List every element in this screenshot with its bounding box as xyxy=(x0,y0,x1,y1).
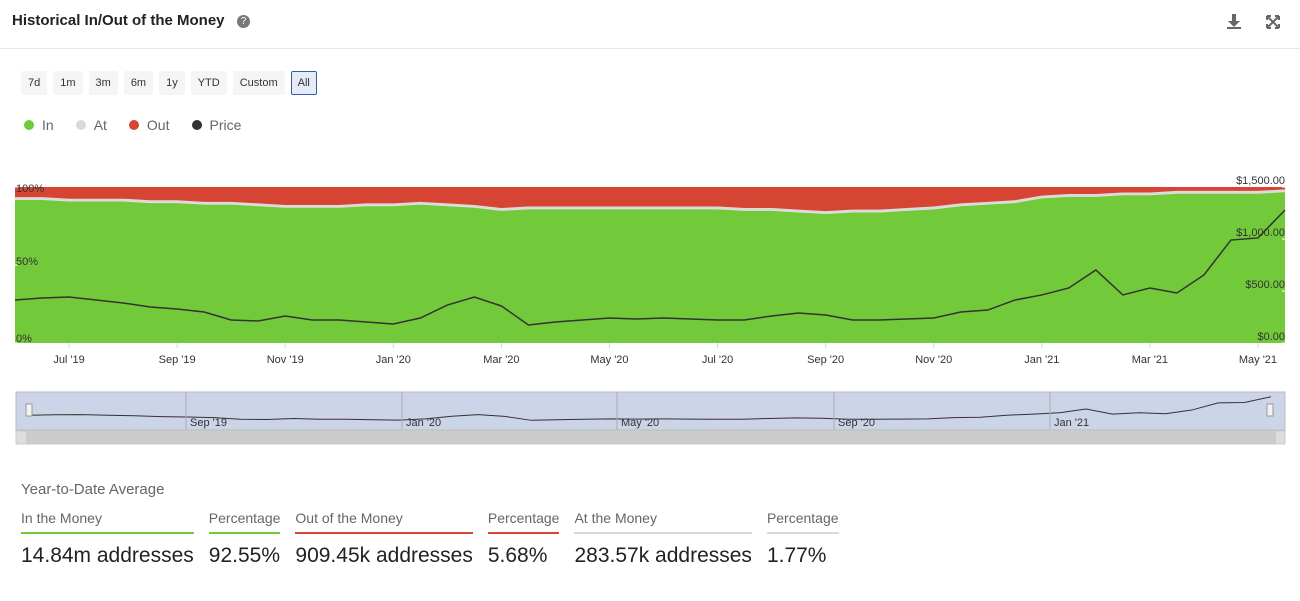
help-icon[interactable]: ? xyxy=(237,15,250,28)
x-tick-label: Jan '21 xyxy=(1024,354,1059,366)
range-button[interactable]: 1y xyxy=(159,71,185,95)
download-icon[interactable] xyxy=(1227,14,1241,29)
summary-header: Percentage xyxy=(766,510,839,534)
y2-tick-label: $1,500.00 xyxy=(1236,175,1285,187)
x-tick-label: Jan '20 xyxy=(376,354,411,366)
area xyxy=(15,191,1285,343)
summary-value: 92.55% xyxy=(208,544,281,567)
range-button[interactable]: 1m xyxy=(53,71,83,95)
legend-label: In xyxy=(42,117,54,133)
divider xyxy=(0,48,1300,49)
summary-column: At the Money 283.57k addresses xyxy=(574,510,752,568)
x-tick-label: Jul '20 xyxy=(702,354,733,366)
scrollbar-thumb[interactable] xyxy=(26,431,1276,444)
legend-label: Price xyxy=(209,117,242,133)
summary-header: Percentage xyxy=(208,510,281,534)
navigator-line xyxy=(28,396,1272,421)
summary-column: Percentage 1.77% xyxy=(766,510,839,568)
navigator-handle xyxy=(1266,403,1274,417)
x-tick-label: Mar '20 xyxy=(483,354,519,366)
summary-title: Year-to-Date Average xyxy=(21,481,165,498)
expand-icon[interactable] xyxy=(1266,15,1280,29)
summary: Year-to-Date Average In the Money 14.84m … xyxy=(21,481,839,568)
y2-tick-label: $1,000.00 xyxy=(1236,227,1285,239)
summary-header: Out of the Money xyxy=(295,510,473,534)
widget-title: Historical In/Out of the Money xyxy=(12,12,225,29)
navigator-label: Sep '19 xyxy=(190,417,227,429)
summary-header: At the Money xyxy=(574,510,752,534)
range-button[interactable]: Custom xyxy=(232,71,285,95)
range-button[interactable]: 6m xyxy=(123,71,154,95)
navigator-label: Jan '20 xyxy=(406,417,441,429)
summary-column: Percentage 5.68% xyxy=(487,510,560,568)
navigator-label: Jan '21 xyxy=(1054,417,1089,429)
legend-label: Out xyxy=(146,117,170,133)
navigator-label: Sep '20 xyxy=(838,417,875,429)
y-tick-label: 100% xyxy=(16,183,44,195)
summary-columns: In the Money 14.84m addresses Percentage 92… xyxy=(21,510,839,568)
x-tick-label: Sep '19 xyxy=(159,354,196,366)
x-tick-label: Sep '20 xyxy=(807,354,844,366)
range-button[interactable]: 7d xyxy=(21,71,48,95)
legend-dot xyxy=(128,120,139,130)
legend-label: At xyxy=(93,117,107,133)
y2-tick-label: $0.00 xyxy=(1257,331,1285,343)
area xyxy=(15,187,1285,212)
y-tick-label: 50% xyxy=(16,256,38,268)
summary-value: 5.68% xyxy=(487,544,548,567)
x-tick-label: Jul '19 xyxy=(53,354,84,366)
x-tick-label: Mar '21 xyxy=(1132,354,1168,366)
summary-value: 283.57k addresses xyxy=(574,544,752,567)
summary-column: In the Money 14.84m addresses xyxy=(21,510,194,568)
legend-dot xyxy=(75,120,86,130)
navigator-handle xyxy=(25,403,33,417)
price-line xyxy=(14,209,1286,326)
summary-value: 1.77% xyxy=(766,544,827,567)
summary-value: 909.45k addresses xyxy=(295,544,473,567)
range-button[interactable]: YTD xyxy=(190,71,227,95)
summary-header: Percentage xyxy=(487,510,560,534)
x-tick-label: May '21 xyxy=(1239,354,1277,366)
range-buttons: 7d 1m 3m 6m 1y YTD Custom All xyxy=(21,71,317,95)
area xyxy=(14,188,1286,215)
x-tick-label: Nov '19 xyxy=(267,354,304,366)
summary-header: In the Money xyxy=(21,510,194,534)
legend-item[interactable]: Price xyxy=(191,117,242,133)
legend: In At Out Price xyxy=(24,117,241,133)
legend-dot xyxy=(191,120,202,130)
legend-dot xyxy=(24,120,34,130)
legend-item[interactable]: In xyxy=(24,117,54,133)
y2-tick-label: $500.00 xyxy=(1245,279,1285,291)
summary-value: 14.84m addresses xyxy=(21,544,194,567)
summary-column: Out of the Money 909.45k addresses xyxy=(295,510,473,568)
legend-item[interactable]: Out xyxy=(128,117,170,133)
summary-column: Percentage 92.55% xyxy=(208,510,281,568)
range-button[interactable]: All xyxy=(290,71,317,95)
navigator-label: May '20 xyxy=(621,417,659,429)
range-button[interactable]: 3m xyxy=(88,71,118,95)
x-tick-label: May '20 xyxy=(590,354,628,366)
y-tick-label: 0% xyxy=(16,333,32,345)
x-tick-label: Nov '20 xyxy=(915,354,952,366)
legend-item[interactable]: At xyxy=(75,117,107,133)
